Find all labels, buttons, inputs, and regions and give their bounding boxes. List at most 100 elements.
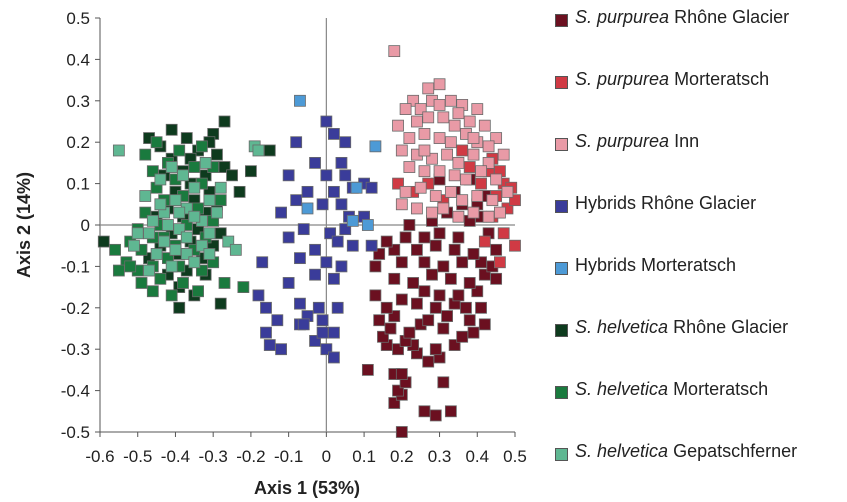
data-point xyxy=(392,343,404,356)
data-point xyxy=(260,326,272,339)
data-point xyxy=(437,322,450,335)
data-point xyxy=(294,252,306,265)
data-point xyxy=(456,194,469,207)
data-point xyxy=(497,148,510,161)
data-point xyxy=(350,181,363,194)
data-point xyxy=(475,301,487,314)
data-point xyxy=(463,161,476,173)
data-point xyxy=(426,152,438,165)
axes: 0.5 0.4 0.3 0.2 0.1 0 -0.1 -0.2 -0.3 -0.4 -0.5 -0.6… xyxy=(61,9,527,466)
data-point xyxy=(97,235,110,248)
data-point xyxy=(226,169,238,182)
data-point xyxy=(414,181,427,194)
data-point xyxy=(429,343,442,356)
data-point xyxy=(173,144,186,157)
data-point xyxy=(395,293,408,306)
data-point xyxy=(429,190,442,202)
legend-label-population: Morteratsch xyxy=(669,69,770,89)
x-tick-label: 0.4 xyxy=(465,447,489,466)
series-3 xyxy=(388,45,514,223)
data-point xyxy=(297,318,310,331)
data-point xyxy=(195,264,208,277)
data-point xyxy=(463,314,476,327)
data-point xyxy=(188,210,201,223)
data-point xyxy=(346,239,359,252)
data-point xyxy=(426,268,438,281)
legend-label-species: S. helvetica xyxy=(575,441,669,461)
data-point xyxy=(388,45,401,58)
legend-item: S. purpurea Inn xyxy=(555,130,845,192)
data-point xyxy=(146,214,159,227)
data-point xyxy=(335,260,348,273)
data-point xyxy=(373,248,386,260)
data-point xyxy=(384,322,397,335)
data-point xyxy=(490,243,503,256)
data-point xyxy=(441,148,453,161)
legend-label-population: Hybrids Rhône Glacier xyxy=(575,193,757,213)
data-point xyxy=(377,330,389,343)
x-axis-label: Axis 1 (53%) xyxy=(254,478,360,498)
data-point xyxy=(165,123,178,136)
data-point xyxy=(490,272,503,285)
data-point xyxy=(112,264,125,277)
data-point xyxy=(478,235,491,248)
data-point xyxy=(373,314,386,327)
data-points xyxy=(97,45,521,438)
x-tick-label: -0.5 xyxy=(123,447,152,466)
data-point xyxy=(335,198,348,211)
data-point xyxy=(112,144,125,157)
data-point xyxy=(169,243,182,256)
data-point xyxy=(290,136,303,149)
data-point xyxy=(380,235,393,248)
legend-label-species: S. purpurea xyxy=(575,69,670,89)
y-tick-label: -0.3 xyxy=(61,340,90,359)
data-point xyxy=(437,111,450,124)
legend-label-population: Hybrids Morteratsch xyxy=(575,255,737,275)
legend-label-population: Gepatschferner xyxy=(668,441,798,461)
data-point xyxy=(328,326,340,339)
data-point xyxy=(177,277,189,289)
data-point xyxy=(482,140,495,153)
data-point xyxy=(316,326,329,339)
data-point xyxy=(395,368,408,380)
data-point xyxy=(271,314,284,327)
data-point xyxy=(399,231,412,244)
data-point xyxy=(392,384,404,397)
y-tick-label: 0.5 xyxy=(66,9,90,28)
legend-swatch xyxy=(555,200,568,213)
data-point xyxy=(460,173,472,186)
legend-label-population: Rhône Glacier xyxy=(668,317,789,337)
data-point xyxy=(146,285,159,298)
legend-swatch xyxy=(555,386,568,399)
legend-item: S. helvetica Rhône Glacier xyxy=(555,316,845,378)
data-point xyxy=(395,144,408,157)
legend-label-population: Inn xyxy=(669,131,700,151)
y-tick-label: -0.5 xyxy=(61,423,90,442)
data-point xyxy=(256,256,269,269)
data-point xyxy=(403,219,416,231)
data-point xyxy=(331,235,344,248)
data-point xyxy=(275,206,287,219)
data-point xyxy=(203,227,216,240)
data-point xyxy=(460,301,472,314)
data-point xyxy=(143,227,155,240)
data-point xyxy=(282,277,295,289)
data-point xyxy=(448,243,461,256)
data-point xyxy=(316,198,329,211)
data-point xyxy=(263,339,276,351)
data-point xyxy=(444,405,457,418)
data-point xyxy=(165,289,178,302)
data-point xyxy=(233,185,246,198)
data-point xyxy=(422,355,435,368)
data-point xyxy=(463,115,476,128)
legend-label-species: S. helvetica xyxy=(575,379,669,399)
data-point xyxy=(422,82,435,95)
data-point xyxy=(154,198,167,211)
data-point xyxy=(339,136,352,149)
y-tick-label: -0.4 xyxy=(61,382,90,401)
data-point xyxy=(467,248,480,260)
legend-label: S. purpurea Morteratsch xyxy=(575,69,769,90)
data-point xyxy=(369,260,382,273)
data-point xyxy=(501,185,514,198)
data-point xyxy=(173,301,186,314)
